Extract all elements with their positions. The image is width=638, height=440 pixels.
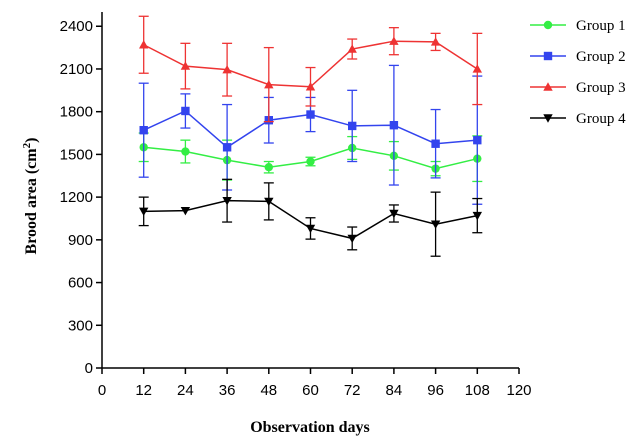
y-tick-label: 0 (85, 360, 93, 377)
y-tick-label: 1500 (60, 146, 93, 163)
series-group (138, 132, 483, 183)
axes: 0 300 600 900 1200 1500 1800 2100 2400 0 12 24 36 48 6… (60, 12, 532, 399)
y-axis-title: Brood area (cm2) (21, 138, 40, 255)
data-point (430, 37, 441, 46)
data-point (472, 64, 482, 73)
x-tick-label: 120 (506, 382, 531, 399)
x-tick-label: 36 (219, 382, 236, 399)
data-point (222, 196, 232, 206)
y-tick-label: 600 (68, 275, 93, 292)
data-point (222, 64, 232, 74)
data-point (180, 206, 191, 216)
data-point (306, 157, 315, 166)
x-tick-label: 72 (344, 382, 361, 399)
x-tick-label: 84 (386, 382, 403, 399)
legend-marker (543, 82, 553, 91)
data-point (306, 110, 315, 119)
data-point (264, 79, 274, 89)
y-axis-title-superscript: 2 (21, 142, 33, 148)
x-axis-title: Observation days (250, 419, 370, 436)
data-point (347, 44, 357, 53)
data-point (264, 197, 274, 207)
series-group (138, 178, 483, 257)
x-tick-label: 0 (98, 382, 106, 399)
x-tick-label: 108 (465, 382, 490, 399)
y-axis-title-main: Brood area (cm (23, 148, 40, 255)
legend-label: Group 3 (576, 80, 626, 96)
x-tick-label: 60 (302, 382, 319, 399)
data-point (305, 82, 316, 91)
data-point (181, 147, 190, 156)
series-layer (138, 15, 483, 257)
data-point (139, 40, 149, 49)
legend-marker (543, 51, 553, 61)
legend: Group 1 Group 2 Group 3 Group 4 (530, 18, 626, 127)
y-tick-label: 1800 (60, 104, 93, 121)
data-point (180, 61, 191, 70)
y-tick-label: 300 (68, 317, 93, 334)
x-tick-label: 48 (260, 382, 277, 399)
data-point (389, 209, 399, 219)
x-tick-label: 24 (177, 382, 194, 399)
y-axis-title-end: ) (23, 138, 40, 143)
data-point (139, 207, 149, 217)
series-group (138, 15, 483, 123)
data-point (181, 106, 190, 116)
data-point (431, 139, 440, 148)
y-tick-label: 1200 (60, 189, 93, 206)
data-point (389, 121, 399, 130)
data-point (139, 125, 148, 135)
y-tick-label: 900 (68, 232, 93, 249)
y-tick-label: 2100 (60, 61, 93, 78)
data-point (222, 143, 232, 152)
data-point (305, 224, 316, 234)
data-point (430, 220, 441, 229)
legend-marker (543, 114, 553, 123)
legend-marker (543, 20, 553, 30)
data-point (264, 163, 273, 172)
x-tick-label: 12 (135, 382, 152, 399)
data-point (389, 36, 399, 45)
legend-label: Group 1 (576, 18, 626, 34)
data-point (472, 211, 482, 221)
legend-label: Group 2 (576, 49, 626, 65)
x-tick-label: 96 (427, 382, 444, 399)
data-point (348, 121, 357, 131)
legend-label: Group 4 (576, 111, 626, 127)
data-point (347, 234, 357, 244)
y-tick-label: 2400 (60, 18, 93, 35)
data-point (473, 135, 482, 145)
